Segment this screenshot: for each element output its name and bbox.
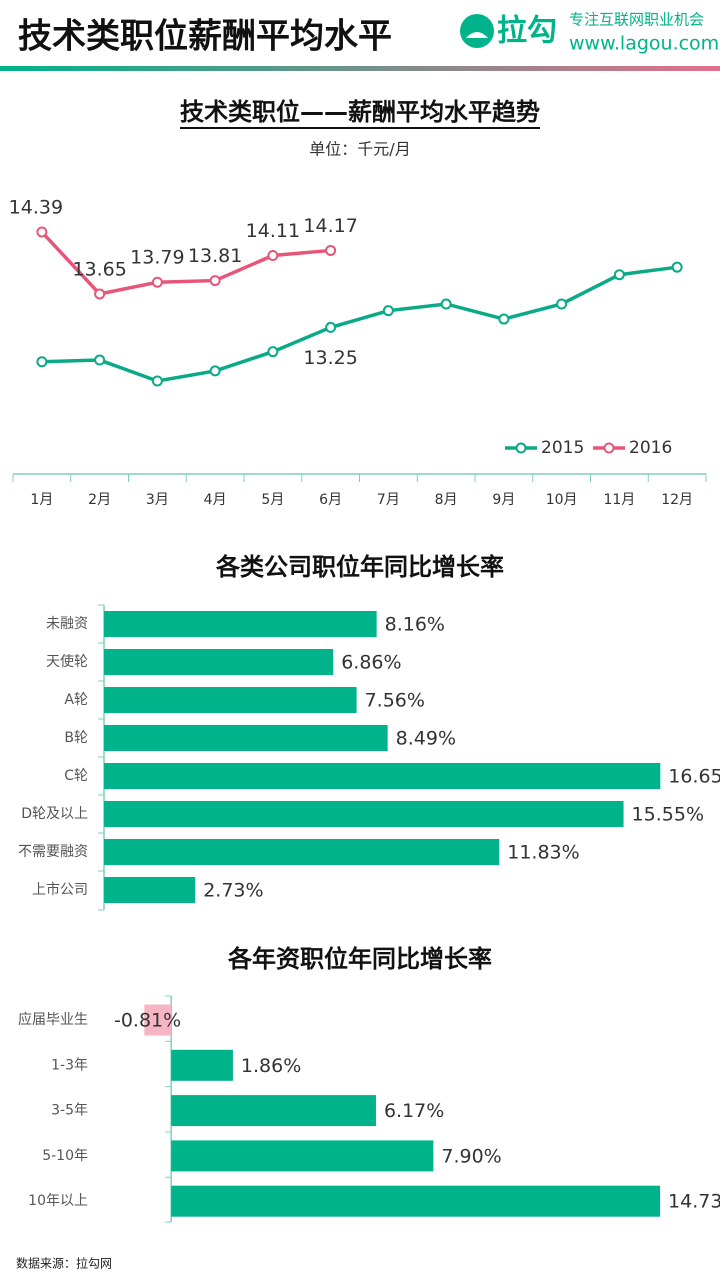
bar: [171, 1185, 661, 1217]
data-label: 1.86%: [241, 1055, 301, 1077]
data-label: 8.16%: [385, 614, 445, 636]
x-tick-label: 7月: [377, 492, 400, 508]
x-tick-label: 2月: [88, 492, 111, 508]
data-label: 14.39: [9, 197, 63, 219]
point: [382, 305, 394, 317]
data-label: 13.81: [188, 245, 242, 267]
logo-text: 拉勾: [497, 14, 557, 49]
point: [267, 249, 279, 261]
source: 数据来源：拉勾网: [16, 1256, 112, 1271]
legend-marker: [603, 442, 615, 454]
point: [613, 269, 625, 281]
logo-icon: [460, 14, 494, 48]
point: [325, 321, 337, 333]
data-label: 14.73%: [668, 1191, 720, 1213]
data-label: 7.56%: [365, 690, 425, 712]
bar: [104, 649, 334, 675]
point: [209, 365, 221, 377]
data-label: 15.55%: [632, 804, 704, 826]
x-tick-label: 5月: [261, 492, 284, 508]
chart-title: 各年资职位年同比增长率: [227, 945, 492, 973]
data-label: 6.86%: [341, 652, 401, 674]
data-label: 6.17%: [384, 1100, 444, 1122]
chart-subtitle: 单位：千元/月: [309, 140, 410, 159]
bar: [104, 763, 661, 789]
data-label: 7.90%: [441, 1145, 501, 1167]
y-tick-label: D轮及以上: [21, 806, 88, 822]
y-tick-label: 3-5年: [51, 1103, 88, 1119]
x-tick-label: 3月: [146, 492, 169, 508]
bar: [144, 1004, 172, 1036]
y-tick-label: 不需要融资: [18, 844, 88, 860]
chart-title: 技术类职位——薪酬平均水平趋势: [180, 98, 540, 126]
y-tick-label: 应届毕业生: [18, 1011, 88, 1028]
y-tick-label: A轮: [64, 692, 88, 708]
y-tick-label: 1-3年: [51, 1057, 88, 1073]
point: [209, 275, 221, 287]
legend-marker: [515, 442, 527, 454]
bar: [171, 1140, 434, 1172]
bar: [104, 839, 500, 865]
data-label: 13.65: [72, 258, 126, 280]
data-label: 11.83%: [507, 842, 579, 864]
data-label: 13.25: [303, 347, 357, 369]
point: [36, 226, 48, 238]
point: [325, 244, 337, 256]
x-tick-label: 9月: [492, 492, 515, 508]
data-label: 13.79: [130, 247, 184, 269]
point: [556, 298, 568, 310]
point: [94, 288, 106, 300]
point: [267, 346, 279, 358]
url: www.lagou.com: [569, 33, 719, 55]
data-label: 8.49%: [396, 728, 456, 750]
chart-title: 各类公司职位年同比增长率: [215, 553, 504, 581]
point: [94, 354, 106, 366]
header-rule: [0, 66, 720, 71]
bar: [104, 687, 357, 713]
x-tick-label: 8月: [435, 492, 458, 508]
data-label: 14.11: [246, 220, 300, 242]
point: [151, 375, 163, 387]
slogan: 专注互联网职业机会: [569, 11, 704, 29]
y-tick-label: 5-10年: [42, 1148, 88, 1164]
x-tick-label: 11月: [603, 492, 635, 508]
page-title: 技术类职位薪酬平均水平: [18, 17, 392, 57]
bar: [104, 877, 196, 903]
x-tick-label: 1月: [30, 492, 53, 508]
y-tick-label: C轮: [64, 768, 88, 784]
point: [440, 298, 452, 310]
series-line: [41, 265, 678, 383]
point: [671, 261, 683, 273]
bar: [171, 1095, 376, 1127]
y-tick-label: B轮: [64, 730, 88, 746]
y-tick-label: 10年以上: [28, 1193, 88, 1209]
y-tick-label: 天使轮: [46, 653, 88, 670]
point: [36, 356, 48, 368]
x-tick-label: 10月: [546, 492, 578, 508]
data-label: 14.17: [303, 215, 357, 237]
x-tick-label: 12月: [661, 492, 693, 508]
x-tick-label: 6月: [319, 492, 342, 508]
bar: [171, 1049, 233, 1081]
series-line: [40, 230, 331, 296]
legend-label: 2016: [629, 438, 672, 458]
x-tick-label: 4月: [204, 492, 227, 508]
legend-label: 2015: [541, 438, 584, 458]
logo-icon-detail: [466, 32, 488, 38]
y-tick-label: 未融资: [46, 616, 88, 632]
point: [151, 276, 163, 288]
data-label: 2.73%: [203, 880, 263, 902]
bar: [104, 725, 388, 751]
point: [498, 313, 510, 325]
y-tick-label: 上市公司: [32, 881, 88, 898]
bar: [104, 611, 377, 637]
data-label: 16.65%: [668, 766, 720, 788]
bar: [104, 801, 624, 827]
data-label: -0.81%: [114, 1010, 181, 1032]
